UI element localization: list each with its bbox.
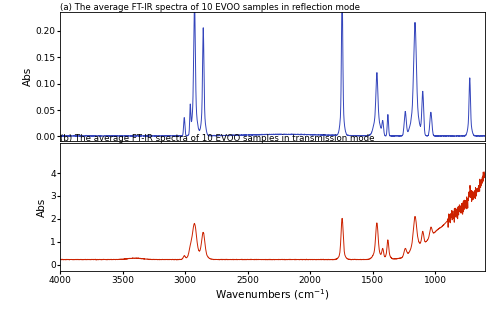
Text: (a) The average FT-IR spectra of 10 EVOO samples in reflection mode: (a) The average FT-IR spectra of 10 EVOO…	[60, 3, 360, 12]
Y-axis label: Abs: Abs	[38, 198, 48, 217]
X-axis label: Wavenumbers (cm$^{-1}$): Wavenumbers (cm$^{-1}$)	[216, 287, 330, 302]
Y-axis label: Abs: Abs	[23, 67, 33, 86]
Text: (b) The average FT-IR spectra of 10 EVOO samples in transmission mode: (b) The average FT-IR spectra of 10 EVOO…	[60, 134, 374, 143]
